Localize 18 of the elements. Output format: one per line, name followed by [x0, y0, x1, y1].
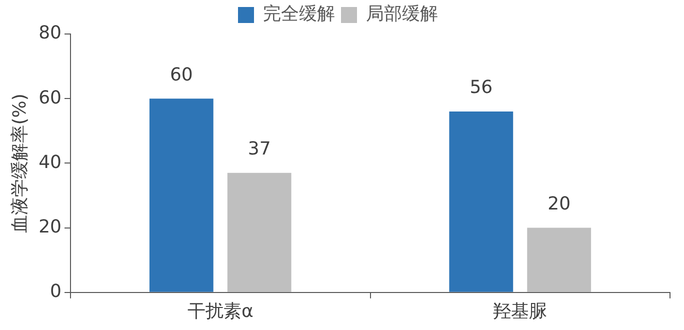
data-label: 60 — [170, 64, 193, 86]
x-tick-label: 羟基脲 — [493, 300, 548, 322]
y-tick-label: 60 — [38, 87, 62, 108]
y-tick-label: 80 — [38, 22, 62, 44]
legend-label: 完全缓解 — [263, 4, 335, 25]
data-label: 56 — [470, 77, 493, 98]
x-tick-label: 干扰素α — [187, 300, 254, 322]
y-tick-label: 20 — [38, 216, 62, 238]
data-label: 20 — [548, 193, 571, 214]
y-axis-title: 血液学缓解率(%) — [9, 94, 30, 233]
legend-label: 局部缓解 — [366, 4, 438, 25]
bar — [449, 112, 514, 292]
bar — [227, 172, 292, 292]
y-tick-label: 40 — [38, 152, 62, 173]
bar — [149, 98, 214, 292]
bar — [527, 228, 592, 292]
y-tick-label: 0 — [50, 281, 62, 302]
data-label: 37 — [248, 138, 271, 160]
